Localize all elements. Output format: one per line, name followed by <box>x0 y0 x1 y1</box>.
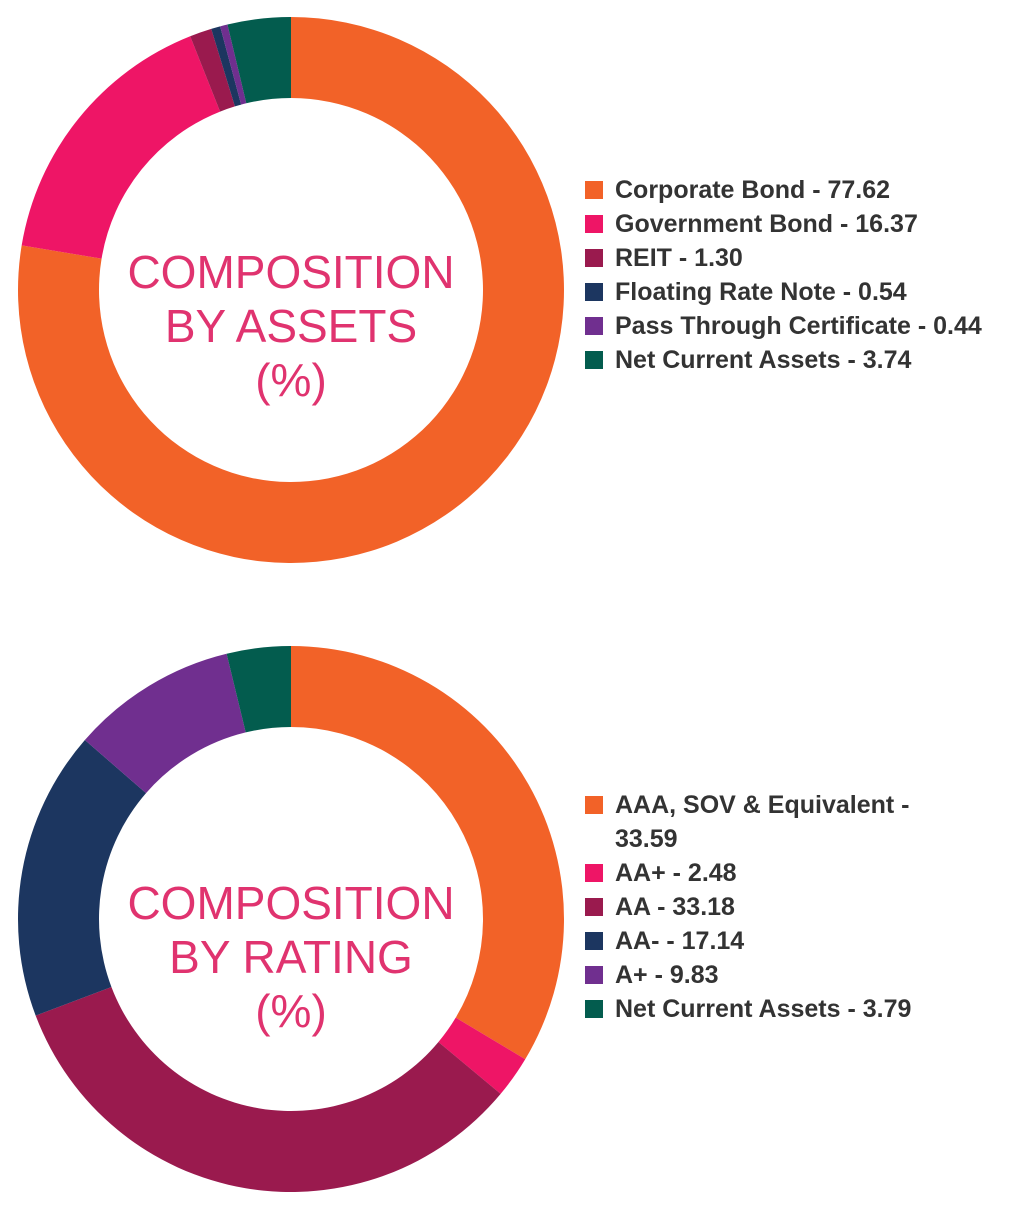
legend-label: Net Current Assets - 3.79 <box>615 995 912 1023</box>
legend-label: A+ - 9.83 <box>615 961 719 989</box>
assets-legend-item: Floating Rate Note - 0.54 <box>585 275 1015 309</box>
legend-label: AA- - 17.14 <box>615 927 745 955</box>
legend-swatch <box>585 1000 603 1018</box>
legend-label: Floating Rate Note - 0.54 <box>615 278 907 306</box>
assets-slice-corporate-bond <box>17 17 565 563</box>
rating-slice-aaa-sov-equivalent <box>291 646 564 1060</box>
rating-legend-item: AA+ - 2.48 <box>585 856 945 890</box>
assets-slice-government-bond <box>21 36 221 259</box>
rating-title-line-3: (%) <box>255 985 327 1037</box>
legend-label: Corporate Bond - 77.62 <box>615 176 891 204</box>
assets-title-line-2: BY ASSETS <box>164 300 418 352</box>
rating-legend-item: Net Current Assets - 3.79 <box>585 992 945 1026</box>
assets-chart: COMPOSITION BY ASSETS (%) Corporate Bond… <box>0 0 1025 590</box>
assets-slice-pass-through-certificate <box>220 24 247 105</box>
legend-swatch <box>585 932 603 950</box>
legend-swatch <box>585 966 603 984</box>
legend-swatch <box>585 898 603 916</box>
assets-legend-item: Corporate Bond - 77.62 <box>585 173 1015 207</box>
assets-title-line-3: (%) <box>255 354 327 406</box>
rating-legend-item: AAA, SOV & Equivalent - 33.59 <box>585 788 945 856</box>
legend-swatch <box>585 317 603 335</box>
rating-center-label: COMPOSITION BY RATING (%) <box>86 876 496 1038</box>
assets-legend: Corporate Bond - 77.62 Government Bond -… <box>585 173 1015 377</box>
rating-donut <box>17 646 564 1192</box>
assets-legend-item: Pass Through Certificate - 0.44 <box>585 309 1015 343</box>
assets-legend-item: Government Bond - 16.37 <box>585 207 1015 241</box>
rating-slice-aa <box>17 739 147 1016</box>
rating-legend-item: A+ - 9.83 <box>585 958 945 992</box>
legend-label: AA - 33.18 <box>615 893 735 921</box>
rating-slice-aa <box>35 986 501 1192</box>
assets-slice-floating-rate-note <box>211 26 242 107</box>
rating-legend-item: AA - 33.18 <box>585 890 945 924</box>
legend-label: Net Current Assets - 3.74 <box>615 346 912 374</box>
rating-slice-a <box>84 653 246 794</box>
assets-slice-net-current-assets <box>227 17 291 104</box>
assets-donut <box>17 17 565 563</box>
rating-title-line-2: BY RATING <box>169 931 413 983</box>
rating-slice-aa <box>438 1017 526 1094</box>
rating-chart: COMPOSITION BY RATING (%) AAA, SOV & Equ… <box>0 630 1025 1211</box>
legend-label: REIT - 1.30 <box>615 244 743 272</box>
legend-swatch <box>585 215 603 233</box>
legend-label: AAA, SOV & Equivalent - 33.59 <box>615 791 910 853</box>
legend-swatch <box>585 796 603 814</box>
legend-swatch <box>585 351 603 369</box>
assets-legend-item: Net Current Assets - 3.74 <box>585 343 1015 377</box>
assets-legend-item: REIT - 1.30 <box>585 241 1015 275</box>
rating-slice-net-current-assets <box>226 646 291 733</box>
legend-label: Pass Through Certificate - 0.44 <box>615 312 982 340</box>
rating-legend: AAA, SOV & Equivalent - 33.59 AA+ - 2.48… <box>585 788 945 1026</box>
assets-center-label: COMPOSITION BY ASSETS (%) <box>86 245 496 407</box>
rating-title-line-1: COMPOSITION <box>127 877 455 929</box>
assets-slice-reit <box>190 28 235 112</box>
legend-swatch <box>585 249 603 267</box>
legend-label: AA+ - 2.48 <box>615 859 737 887</box>
rating-legend-item: AA- - 17.14 <box>585 924 945 958</box>
legend-swatch <box>585 181 603 199</box>
legend-label: Government Bond - 16.37 <box>615 210 918 238</box>
legend-swatch <box>585 864 603 882</box>
legend-swatch <box>585 283 603 301</box>
assets-title-line-1: COMPOSITION <box>127 246 455 298</box>
